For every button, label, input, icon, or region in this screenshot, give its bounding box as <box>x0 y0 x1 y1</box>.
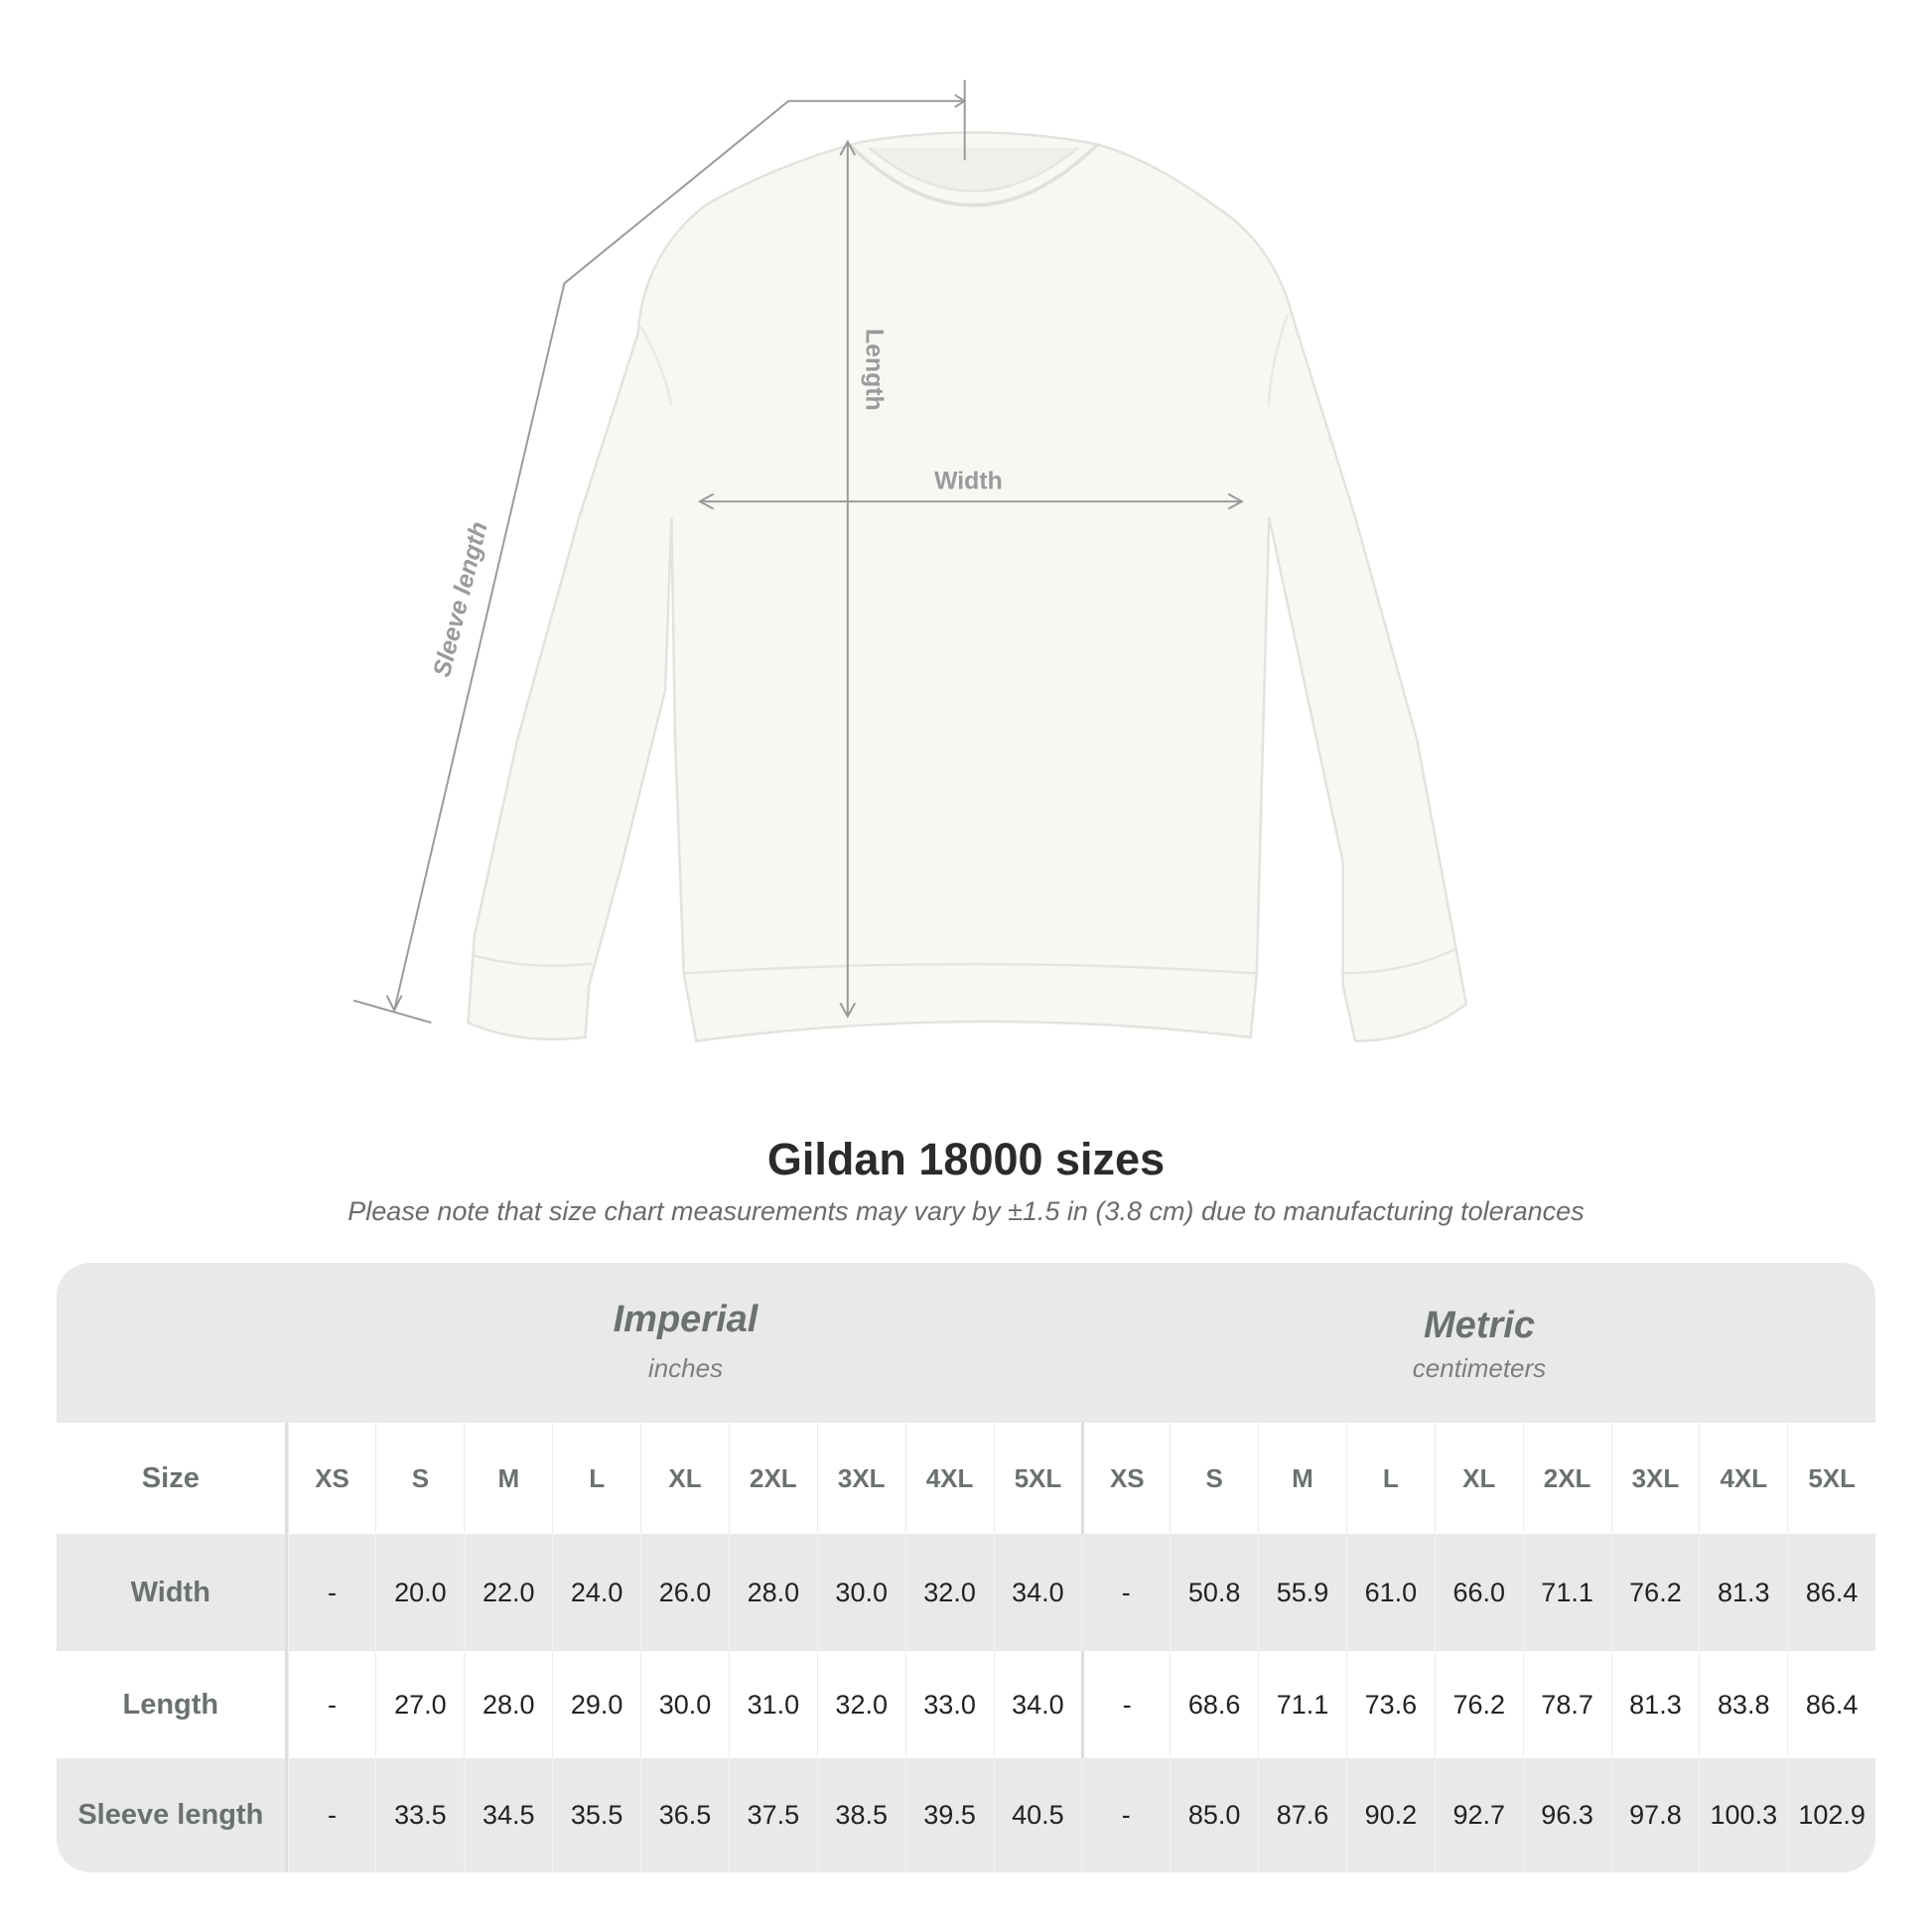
imperial-value-cell: 39.5 <box>904 1758 994 1872</box>
imperial-value-cell: 34.5 <box>464 1758 552 1872</box>
metric-value-cell: 50.8 <box>1170 1534 1258 1651</box>
metric-value-cell: 96.3 <box>1522 1758 1611 1872</box>
metric-value-cell: 61.0 <box>1345 1534 1435 1651</box>
table-row: Sleeve length -33.5 34.5 35.5 36.5 37.5 38.5 39… <box>57 1758 1875 1872</box>
metric-size-M: M <box>1258 1423 1346 1534</box>
imperial-size-3XL: 3XL <box>816 1423 905 1534</box>
size-table: Imperial inches Metric centimeters Size X… <box>57 1263 1875 1872</box>
metric-value-cell: 92.7 <box>1434 1758 1523 1872</box>
metric-value-cell: 76.2 <box>1434 1651 1523 1758</box>
imperial-value-cell: 28.0 <box>464 1651 552 1758</box>
imperial-size-M: M <box>464 1423 552 1534</box>
imperial-value-cell: 30.0 <box>816 1534 905 1651</box>
metric-value-cell: 55.9 <box>1258 1534 1346 1651</box>
imperial-value-cell: 30.0 <box>640 1651 729 1758</box>
imperial-value-cell: 33.5 <box>375 1758 464 1872</box>
imperial-value-cell: 38.5 <box>816 1758 905 1872</box>
imperial-value-cell: 32.0 <box>904 1534 994 1651</box>
imperial-value-cell: - <box>287 1534 376 1651</box>
length-line <box>839 139 857 1019</box>
metric-header: Metric centimeters <box>1083 1263 1875 1423</box>
sleeve-length-line <box>393 99 965 1011</box>
sleeve-length-label: Sleeve length <box>429 519 493 680</box>
metric-value-cell: 85.0 <box>1170 1758 1258 1872</box>
metric-title: Metric <box>1424 1305 1535 1346</box>
metric-size-5XL: 5XL <box>1787 1423 1875 1534</box>
imperial-size-S: S <box>375 1423 464 1534</box>
imperial-size-XS: XS <box>287 1423 376 1534</box>
metric-unit: centimeters <box>1412 1353 1547 1383</box>
metric-value-cell: 71.1 <box>1522 1534 1611 1651</box>
metric-value-cell: 81.3 <box>1699 1534 1787 1651</box>
page-title: Gildan 18000 sizes <box>766 1134 1166 1184</box>
imperial-value-cell: 36.5 <box>640 1758 729 1872</box>
metric-value-cell: 97.8 <box>1610 1758 1700 1872</box>
imperial-value-cell: 40.5 <box>993 1758 1082 1872</box>
sweatshirt-diagram: Length Width Sleeve length <box>352 79 1468 1043</box>
row-label: Sleeve length <box>57 1758 288 1872</box>
imperial-size-4XL: 4XL <box>904 1423 994 1534</box>
imperial-value-cell: 34.0 <box>993 1534 1082 1651</box>
table-row: Length -27.0 28.0 29.0 30.0 31.0 32.0 33.0 34.0-… <box>57 1651 1875 1758</box>
metric-value-cell: 86.4 <box>1787 1651 1875 1758</box>
metric-value-cell: 100.3 <box>1699 1758 1787 1872</box>
metric-value-cell: 68.6 <box>1170 1651 1258 1758</box>
size-header-row: Size XS S M L XL 2XL 3XL 4XL 5XL XS S M L XL 2XL 3XL 4XL 5… <box>57 1423 1875 1534</box>
imperial-value-cell: 27.0 <box>375 1651 464 1758</box>
imperial-value-cell: 35.5 <box>552 1758 640 1872</box>
metric-value-cell: 90.2 <box>1345 1758 1435 1872</box>
imperial-value-cell: 28.0 <box>728 1534 817 1651</box>
metric-value-cell: 81.3 <box>1610 1651 1700 1758</box>
imperial-value-cell: 29.0 <box>552 1651 640 1758</box>
sleeve-bottom-tick <box>352 999 432 1024</box>
metric-value-cell: 76.2 <box>1610 1534 1700 1651</box>
metric-value-cell: - <box>1081 1651 1170 1758</box>
metric-value-cell: - <box>1081 1534 1170 1651</box>
metric-value-cell: 71.1 <box>1258 1651 1346 1758</box>
imperial-value-cell: 37.5 <box>728 1758 817 1872</box>
metric-size-2XL: 2XL <box>1522 1423 1611 1534</box>
metric-size-3XL: 3XL <box>1610 1423 1700 1534</box>
table-row: Width -20.0 22.0 24.0 26.0 28.0 30.0 32.0 34.0-5… <box>57 1534 1875 1651</box>
metric-value-cell: 66.0 <box>1434 1534 1523 1651</box>
imperial-size-L: L <box>552 1423 640 1534</box>
imperial-value-cell: 32.0 <box>816 1651 905 1758</box>
imperial-size-2XL: 2XL <box>728 1423 817 1534</box>
width-line <box>697 492 1245 510</box>
imperial-size-XL: XL <box>640 1423 729 1534</box>
imperial-value-cell: - <box>287 1651 376 1758</box>
width-label: Width <box>934 469 1003 495</box>
row-label: Length <box>57 1651 288 1758</box>
imperial-value-cell: 31.0 <box>728 1651 817 1758</box>
metric-size-4XL: 4XL <box>1699 1423 1787 1534</box>
metric-value-cell: 83.8 <box>1699 1651 1787 1758</box>
imperial-value-cell: 33.0 <box>904 1651 994 1758</box>
imperial-unit: inches <box>647 1353 724 1383</box>
metric-size-XS: XS <box>1081 1423 1170 1534</box>
tolerance-note: Please note that size chart measurements… <box>347 1196 1585 1226</box>
sweatshirt-image <box>467 131 1468 1043</box>
imperial-value-cell: 26.0 <box>640 1534 729 1651</box>
row-label: Width <box>57 1534 288 1651</box>
imperial-title: Imperial <box>613 1299 759 1340</box>
metric-size-XL: XL <box>1434 1423 1523 1534</box>
metric-value-cell: 102.9 <box>1787 1758 1875 1872</box>
metric-size-S: S <box>1170 1423 1258 1534</box>
imperial-value-cell: 20.0 <box>375 1534 464 1651</box>
imperial-header: Imperial inches <box>288 1263 1083 1423</box>
imperial-size-5XL: 5XL <box>993 1423 1082 1534</box>
metric-value-cell: 86.4 <box>1787 1534 1875 1651</box>
metric-value-cell: 73.6 <box>1345 1651 1435 1758</box>
size-header-label: Size <box>57 1423 288 1534</box>
imperial-value-cell: 24.0 <box>552 1534 640 1651</box>
metric-value-cell: - <box>1081 1758 1170 1872</box>
imperial-value-cell: 34.0 <box>993 1651 1082 1758</box>
length-label: Length <box>860 329 887 411</box>
imperial-value-cell: - <box>287 1758 376 1872</box>
metric-size-L: L <box>1345 1423 1435 1534</box>
sleeve-arrowheads <box>385 93 967 1013</box>
metric-value-cell: 87.6 <box>1258 1758 1346 1872</box>
metric-value-cell: 78.7 <box>1522 1651 1611 1758</box>
imperial-value-cell: 22.0 <box>464 1534 552 1651</box>
